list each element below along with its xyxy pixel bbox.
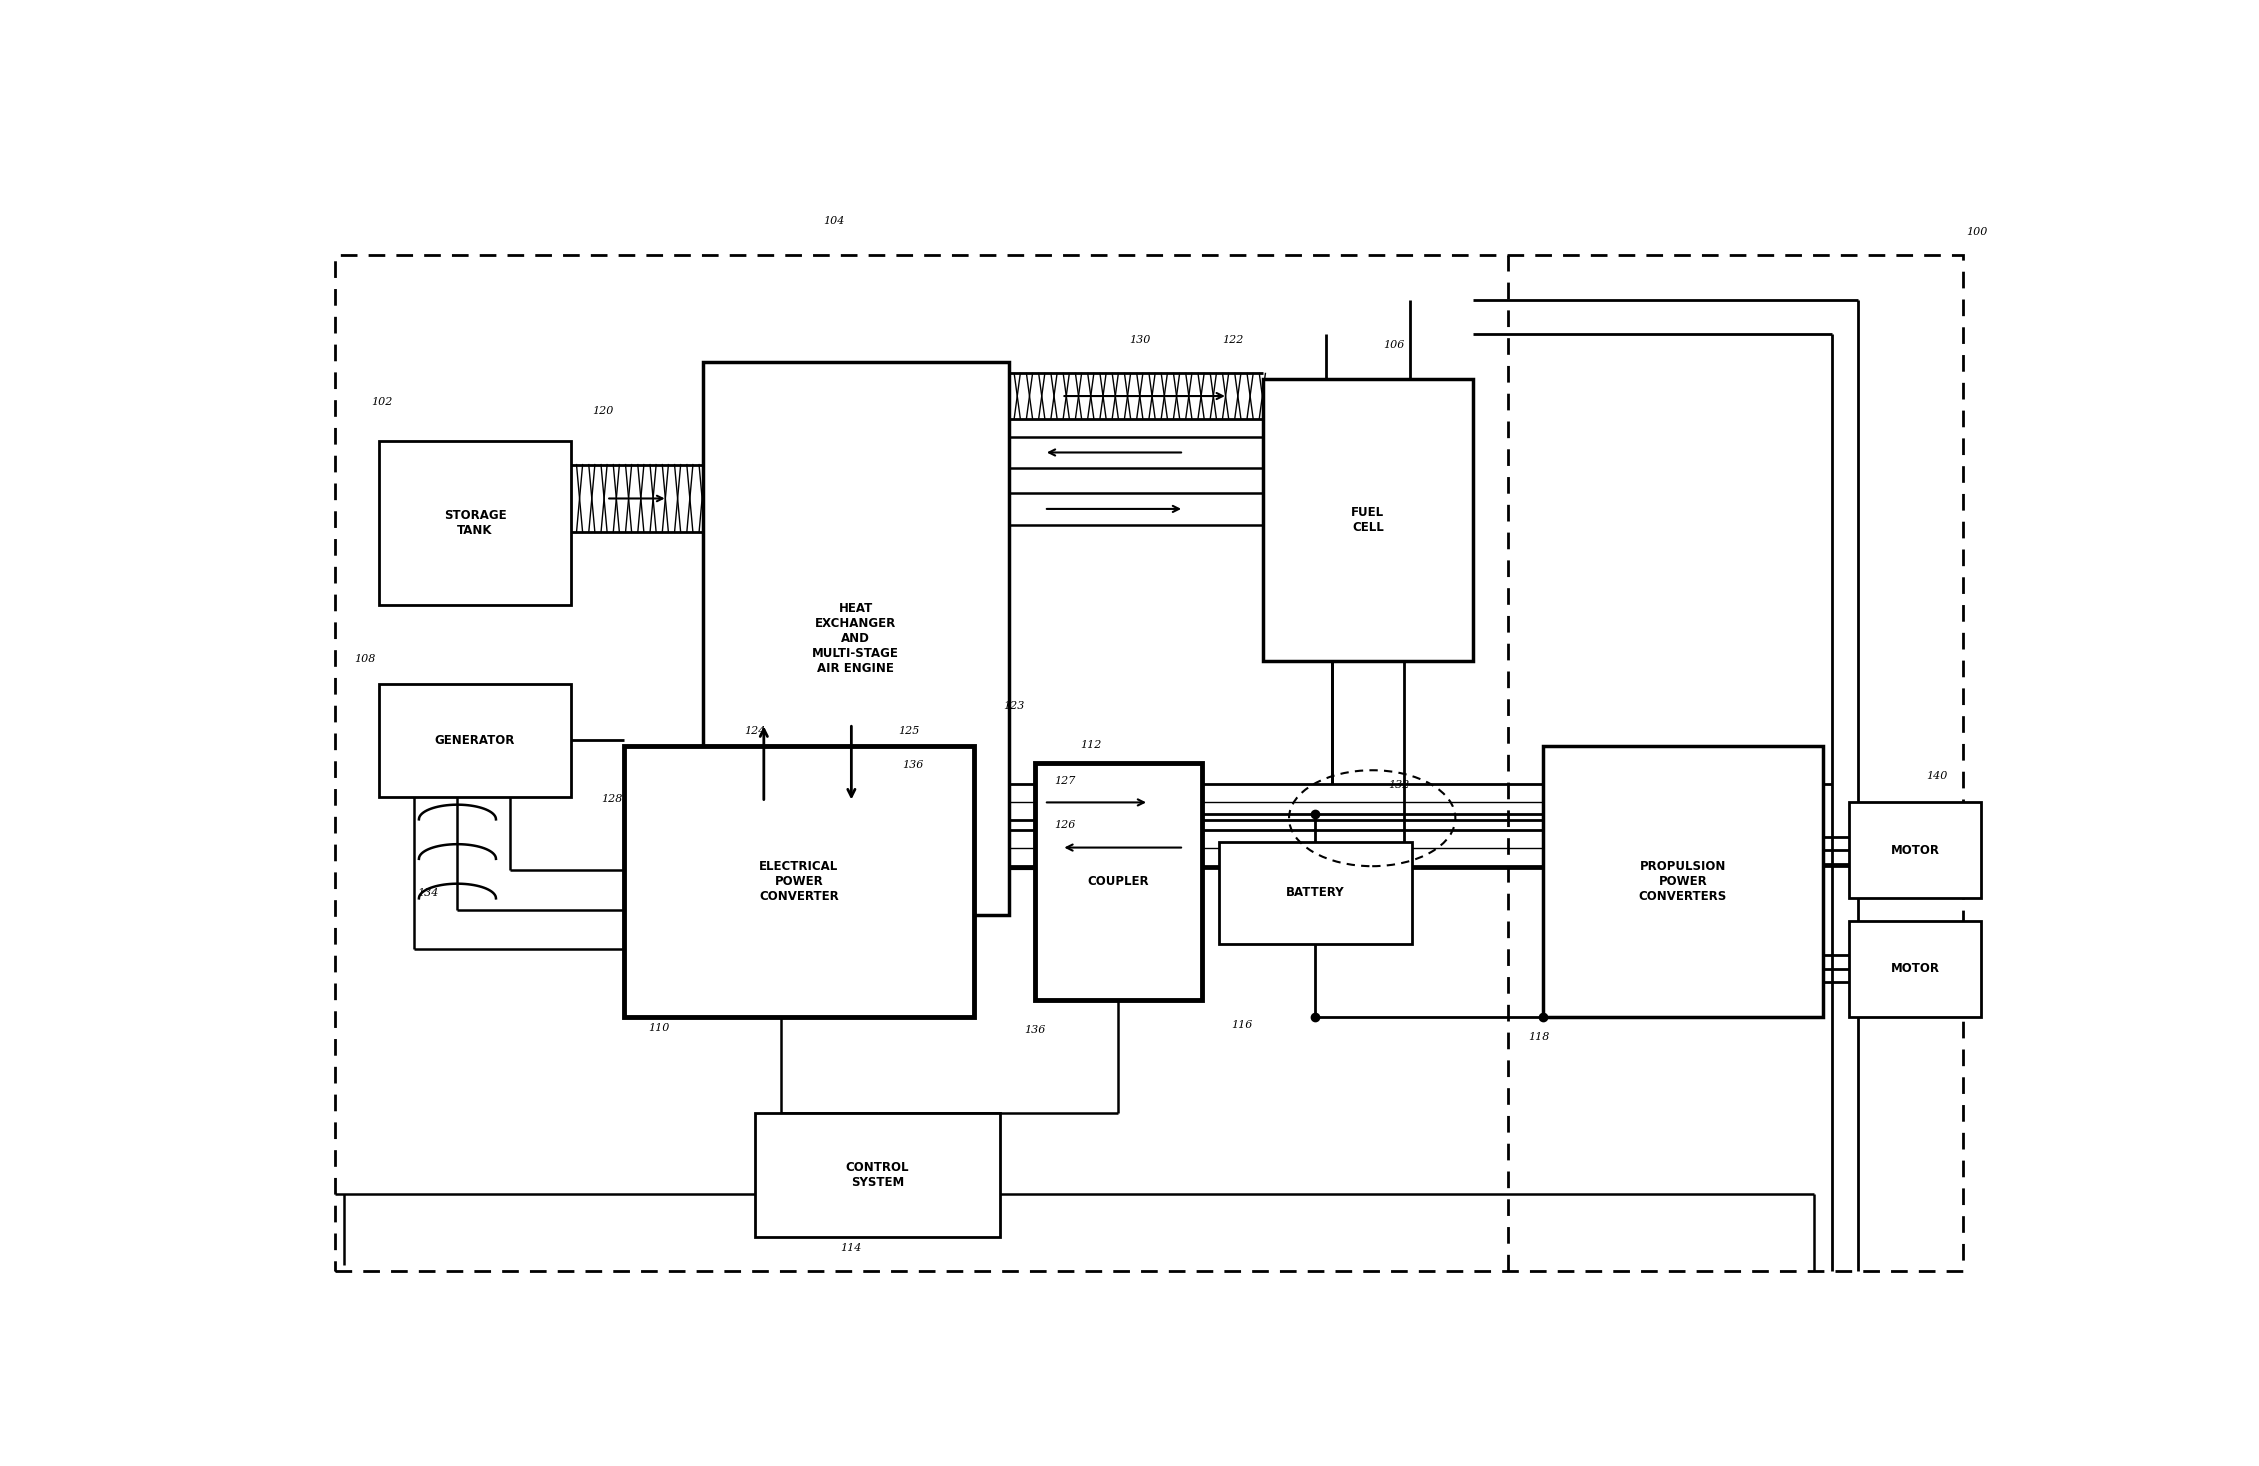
Text: BATTERY: BATTERY (1285, 887, 1344, 899)
Bar (1263, 380, 1473, 661)
Bar (1220, 841, 1412, 944)
Text: CONTROL
SYSTEM: CONTROL SYSTEM (845, 1161, 910, 1189)
Bar (1850, 921, 1981, 1017)
Text: ELECTRICAL
POWER
CONVERTER: ELECTRICAL POWER CONVERTER (759, 861, 838, 903)
Text: MOTOR: MOTOR (1891, 844, 1940, 858)
Text: 136: 136 (901, 761, 924, 770)
Text: MOTOR: MOTOR (1891, 962, 1940, 975)
Text: 122: 122 (1222, 334, 1245, 345)
Bar (1035, 762, 1202, 1000)
Bar (703, 362, 1010, 915)
Text: 124: 124 (745, 726, 766, 736)
Text: 136: 136 (1026, 1025, 1046, 1035)
Text: 100: 100 (1965, 227, 1988, 237)
Text: 104: 104 (822, 216, 845, 226)
Text: 123: 123 (1003, 701, 1026, 711)
Text: 132: 132 (1389, 780, 1410, 790)
Text: GENERATOR: GENERATOR (434, 734, 515, 746)
Text: 126: 126 (1055, 819, 1075, 830)
Text: COUPLER: COUPLER (1087, 875, 1150, 888)
Text: 128: 128 (601, 795, 621, 803)
Bar (1850, 802, 1981, 899)
Text: 130: 130 (1130, 334, 1150, 345)
Text: 134: 134 (418, 888, 438, 897)
Text: PROPULSION
POWER
CONVERTERS: PROPULSION POWER CONVERTERS (1638, 861, 1728, 903)
Text: 140: 140 (1927, 771, 1947, 781)
Text: 114: 114 (840, 1243, 863, 1253)
Text: 125: 125 (899, 726, 919, 736)
Text: 108: 108 (355, 654, 375, 664)
Text: 116: 116 (1231, 1020, 1251, 1029)
Text: HEAT
EXCHANGER
AND
MULTI-STAGE
AIR ENGINE: HEAT EXCHANGER AND MULTI-STAGE AIR ENGIN… (813, 603, 899, 676)
Bar (623, 746, 974, 1017)
Text: STORAGE
TANK: STORAGE TANK (443, 509, 506, 537)
Text: 118: 118 (1529, 1032, 1550, 1042)
Bar (380, 683, 572, 798)
Bar (1543, 746, 1823, 1017)
Bar (755, 1113, 1001, 1237)
Text: 110: 110 (648, 1023, 669, 1034)
Text: 106: 106 (1383, 340, 1405, 350)
Text: 102: 102 (370, 397, 393, 406)
Text: 127: 127 (1055, 776, 1075, 786)
Bar (380, 441, 572, 605)
Text: 120: 120 (592, 406, 614, 416)
Text: FUEL
CELL: FUEL CELL (1351, 506, 1385, 534)
Text: 112: 112 (1080, 740, 1102, 749)
